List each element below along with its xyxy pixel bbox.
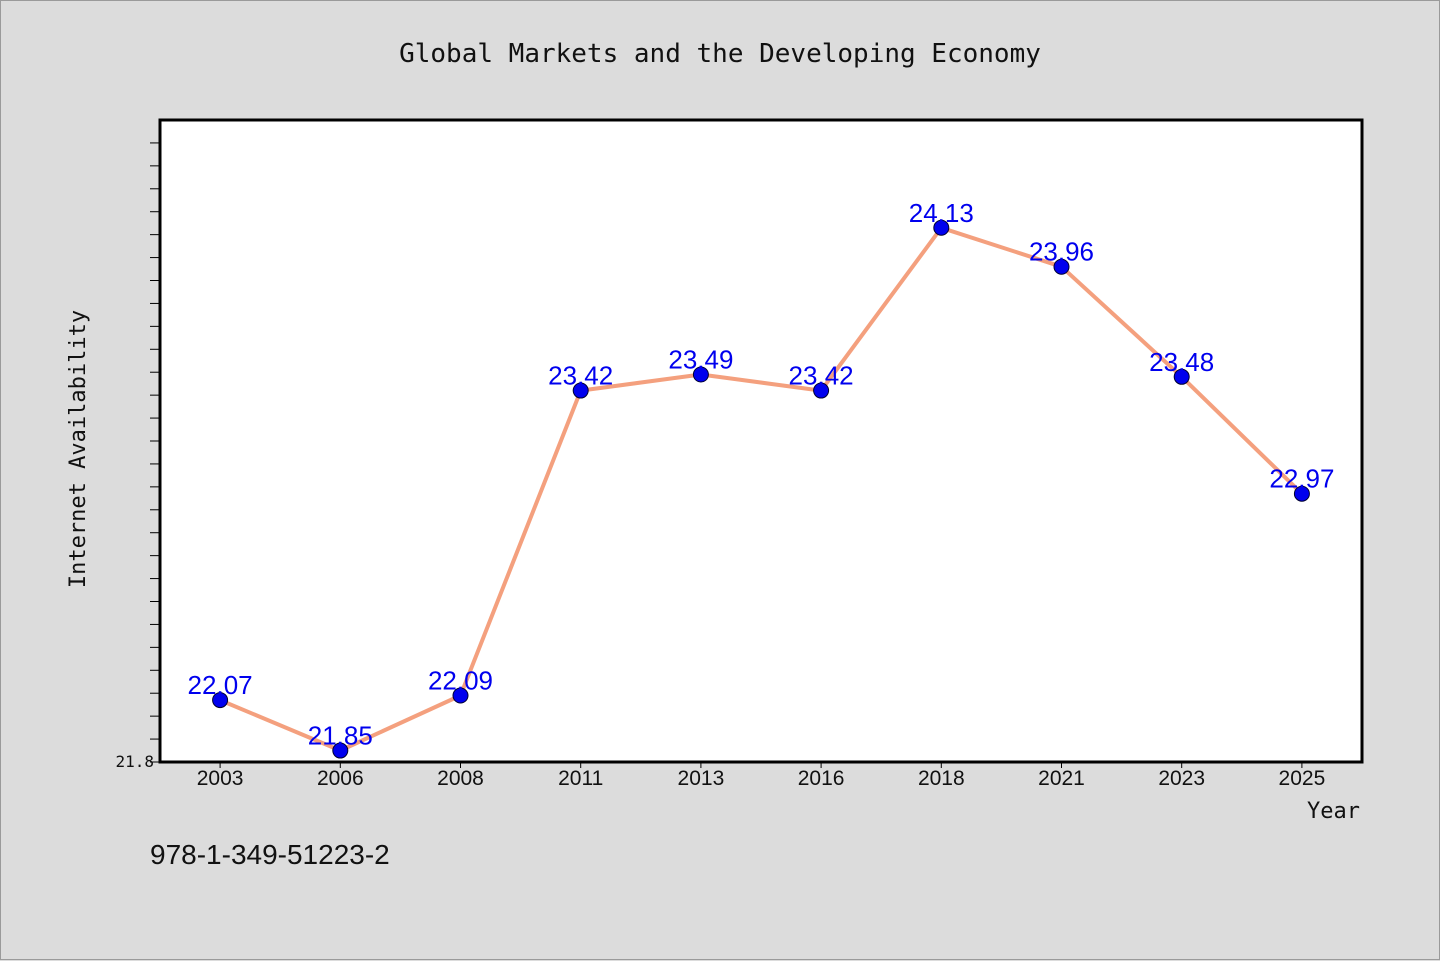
plot-area — [158, 118, 1364, 764]
data-label: 21.85 — [308, 721, 373, 751]
data-label: 22.07 — [188, 670, 253, 700]
data-point — [332, 742, 349, 759]
data-point — [452, 687, 469, 704]
x-tick-label: 2016 — [798, 767, 845, 790]
x-axis-label: Year — [1307, 799, 1360, 824]
data-label: 23.49 — [668, 345, 733, 375]
x-tick-label: 2025 — [1279, 767, 1326, 790]
data-point — [692, 366, 709, 383]
data-labels: 22.07 21.85 22.09 23.42 23.49 23.42 24.13 23.96… — [188, 198, 1335, 751]
data-label: 23.42 — [789, 361, 854, 391]
data-point — [572, 382, 589, 399]
series-group — [212, 219, 1310, 759]
data-label: 23.48 — [1149, 347, 1214, 377]
data-label: 23.42 — [548, 361, 613, 391]
series-line — [219, 225, 1304, 753]
data-point — [933, 219, 950, 236]
data-label: 22.09 — [428, 666, 493, 696]
data-label: 22.97 — [1269, 464, 1334, 494]
y-tick-label-min: 21.8 — [115, 752, 154, 771]
x-tick-label: 2006 — [317, 767, 364, 790]
data-point — [1173, 368, 1190, 385]
x-tick-label: 2008 — [437, 767, 484, 790]
x-tick-label: 2003 — [197, 767, 244, 790]
data-point — [1053, 258, 1070, 275]
data-point — [1293, 485, 1310, 502]
x-tick-label: 2023 — [1158, 767, 1205, 790]
isbn-text: 978-1-349-51223-2 — [150, 839, 390, 870]
x-tick-label: 2013 — [678, 767, 725, 790]
y-axis-ticks — [150, 142, 160, 763]
x-axis-ticks: 2003 2006 2008 2011 2013 2016 2018 2021 2023 2025 — [197, 762, 1326, 790]
x-tick-label: 2021 — [1038, 767, 1085, 790]
data-point — [212, 692, 229, 709]
y-axis-label: Internet Availability — [66, 310, 91, 588]
data-label: 23.96 — [1029, 237, 1094, 267]
data-point — [813, 382, 830, 399]
x-tick-label: 2011 — [558, 767, 603, 790]
data-label: 24.13 — [909, 198, 974, 228]
chart-title: Global Markets and the Developing Econom… — [399, 39, 1041, 69]
x-tick-label: 2018 — [918, 767, 965, 790]
